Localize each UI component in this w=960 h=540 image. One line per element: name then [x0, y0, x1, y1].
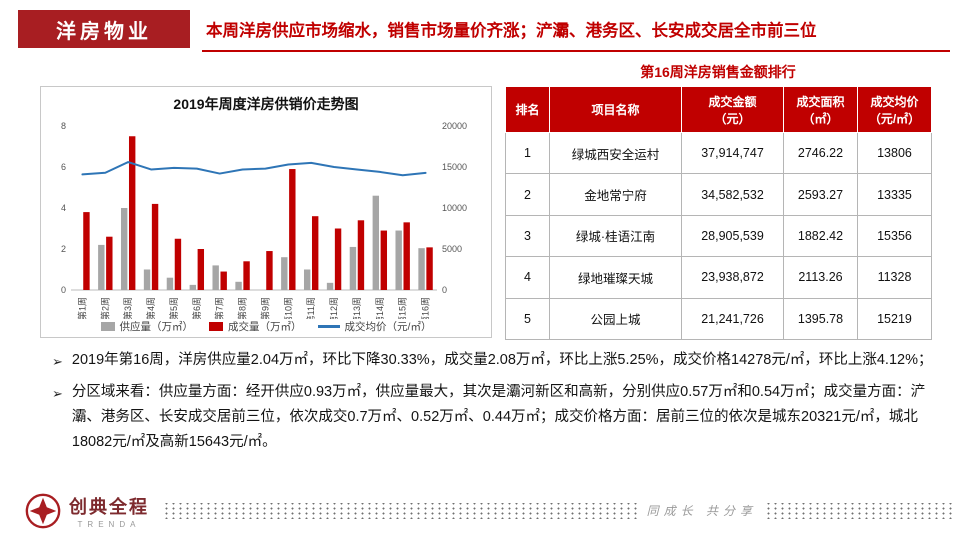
price-cell: 11328 [857, 256, 932, 299]
table-row: 2 金地常宁府 34,582,532 2593.27 13335 [505, 173, 932, 216]
svg-text:10000: 10000 [442, 203, 467, 213]
svg-text:第7周: 第7周 [214, 297, 225, 319]
svg-text:第8周: 第8周 [237, 297, 248, 319]
rank-cell: 3 [505, 214, 550, 258]
table-header-row: 排名 项目名称 成交金额 （元） 成交面积 （㎡） 成交均价 （元/㎡） [505, 86, 932, 133]
bullet-item: ➢ 分区域来看：供应量方面：经开供应0.93万㎡，供应量最大，其次是灞河新区和高… [52, 380, 944, 455]
area-cell: 1882.42 [783, 214, 858, 258]
svg-text:第6周: 第6周 [191, 297, 202, 319]
col-project: 项目名称 [549, 86, 682, 133]
logo-name: 创典全程 [69, 497, 149, 517]
summary-bullets: ➢ 2019年第16周，洋房供应量2.04万㎡，环比下降30.33%，成交量2.… [52, 348, 944, 462]
col-amount: 成交金额 （元） [681, 86, 784, 133]
svg-text:第11周: 第11周 [305, 297, 316, 319]
project-cell: 公园上城 [549, 297, 682, 341]
svg-text:4: 4 [61, 203, 66, 213]
svg-text:0: 0 [442, 285, 447, 295]
bullet-text: 2019年第16周，洋房供应量2.04万㎡，环比下降30.33%，成交量2.08… [71, 352, 933, 368]
headline: 本周洋房供应市场缩水，销售市场量价齐涨；浐灞、港务区、长安成交居全市前三位 [206, 22, 817, 40]
chart-panel: 2019年周度洋房供销价走势图 0 2 4 6 8 0 5000 10000 15000 2000… [40, 86, 492, 338]
rank-cell: 1 [505, 131, 550, 175]
legend-item-deal: 成交量（万㎡） [209, 319, 302, 334]
chart-title: 2019年周度洋房供销价走势图 [173, 96, 359, 112]
header-divider [202, 50, 950, 52]
logo-text-block: 创典全程 TRENDA [69, 493, 149, 529]
col-area: 成交面积 （㎡） [783, 86, 858, 133]
bullet-text: 分区域来看：供应量方面：经开供应0.93万㎡，供应量最大，其次是灞河新区和高新，… [71, 384, 926, 451]
dotted-divider: 同成长 共分享 [163, 503, 952, 519]
logo-subtitle: TRENDA [77, 520, 141, 529]
trenda-logo-icon [25, 493, 61, 529]
project-cell: 绿地璀璨天城 [549, 256, 682, 299]
svg-text:第5周: 第5周 [168, 297, 179, 319]
chart-legend: 供应量（万㎡） 成交量（万㎡） 成交均价（元/㎡） [100, 319, 432, 334]
table-row: 1 绿城西安全运村 37,914,747 2746.22 13806 [505, 131, 932, 175]
legend-label-deal: 成交量（万㎡） [228, 321, 302, 333]
svg-text:第13周: 第13周 [351, 297, 362, 319]
section-title: 洋房物业 [56, 20, 152, 43]
svg-text:第2周: 第2周 [99, 297, 110, 319]
footer-slogan: 同成长 共分享 [636, 503, 767, 519]
rank-cell: 2 [505, 173, 550, 216]
svg-text:0: 0 [61, 285, 66, 295]
area-cell: 2593.27 [783, 173, 858, 216]
price-line-swatch-icon [317, 325, 340, 328]
svg-text:2: 2 [61, 244, 66, 254]
svg-text:第1周: 第1周 [76, 297, 87, 319]
svg-text:15000: 15000 [442, 162, 467, 172]
svg-text:第12周: 第12周 [328, 297, 339, 319]
supply-swatch-icon [100, 322, 115, 331]
legend-label-price: 成交均价（元/㎡） [344, 321, 432, 333]
svg-text:第9周: 第9周 [259, 297, 270, 319]
footer: 创典全程 TRENDA 同成长 共分享 [24, 486, 952, 536]
area-cell: 1395.78 [783, 297, 858, 341]
svg-text:5000: 5000 [442, 244, 462, 254]
weekly-supply-price-chart: 0 2 4 6 8 0 5000 10000 15000 20000 第1周 第2周 第3周 第4周 第5周… [61, 121, 467, 319]
project-cell: 绿城·桂语江南 [549, 214, 682, 258]
project-cell: 绿城西安全运村 [549, 131, 682, 175]
col-price: 成交均价 （元/㎡） [857, 86, 932, 133]
table-row: 3 绿城·桂语江南 28,905,539 1882.42 15356 [505, 214, 932, 258]
legend-item-price: 成交均价（元/㎡） [317, 319, 432, 334]
table-title: 第16周洋房销售金额排行 [640, 64, 796, 80]
deal-swatch-icon [209, 322, 224, 331]
table-row: 5 公园上城 21,241,726 1395.78 15219 [505, 297, 932, 341]
price-cell: 15356 [857, 214, 932, 258]
bullet-arrow-icon: ➢ [52, 386, 63, 402]
amount-cell: 37,914,747 [681, 131, 784, 175]
area-cell: 2746.22 [783, 131, 858, 175]
svg-text:20000: 20000 [442, 121, 467, 131]
bullet-item: ➢ 2019年第16周，洋房供应量2.04万㎡，环比下降30.33%，成交量2.… [52, 348, 944, 373]
section-title-block: 洋房物业 [18, 10, 190, 48]
project-cell: 金地常宁府 [549, 173, 682, 216]
svg-text:第14周: 第14周 [374, 297, 385, 319]
svg-text:6: 6 [61, 162, 66, 172]
legend-item-supply: 供应量（万㎡） [100, 319, 194, 334]
svg-text:第4周: 第4周 [145, 297, 156, 319]
svg-text:第3周: 第3周 [122, 297, 133, 319]
table-row: 4 绿地璀璨天城 23,938,872 2113.26 11328 [505, 256, 932, 299]
sales-ranking-table-panel: 排名 项目名称 成交金额 （元） 成交面积 （㎡） 成交均价 （元/㎡） 1 绿… [505, 86, 932, 341]
sales-ranking-table: 排名 项目名称 成交金额 （元） 成交面积 （㎡） 成交均价 （元/㎡） 1 绿… [505, 86, 932, 341]
rank-cell: 5 [505, 297, 550, 341]
amount-cell: 21,241,726 [681, 297, 784, 341]
price-cell: 15219 [857, 297, 932, 341]
price-cell: 13335 [857, 173, 932, 216]
svg-text:8: 8 [61, 121, 66, 131]
svg-text:第10周: 第10周 [282, 297, 293, 319]
rank-cell: 4 [505, 256, 550, 299]
bullet-arrow-icon: ➢ [52, 354, 63, 369]
legend-label-supply: 供应量（万㎡） [119, 321, 194, 333]
price-cell: 13806 [857, 131, 932, 175]
amount-cell: 23,938,872 [681, 256, 784, 299]
amount-cell: 34,582,532 [681, 173, 784, 216]
svg-text:第16周: 第16周 [420, 297, 431, 319]
amount-cell: 28,905,539 [681, 214, 784, 258]
col-rank: 排名 [505, 86, 550, 133]
area-cell: 2113.26 [783, 256, 858, 299]
svg-text:第15周: 第15周 [397, 297, 408, 319]
company-logo: 创典全程 TRENDA [24, 492, 149, 530]
